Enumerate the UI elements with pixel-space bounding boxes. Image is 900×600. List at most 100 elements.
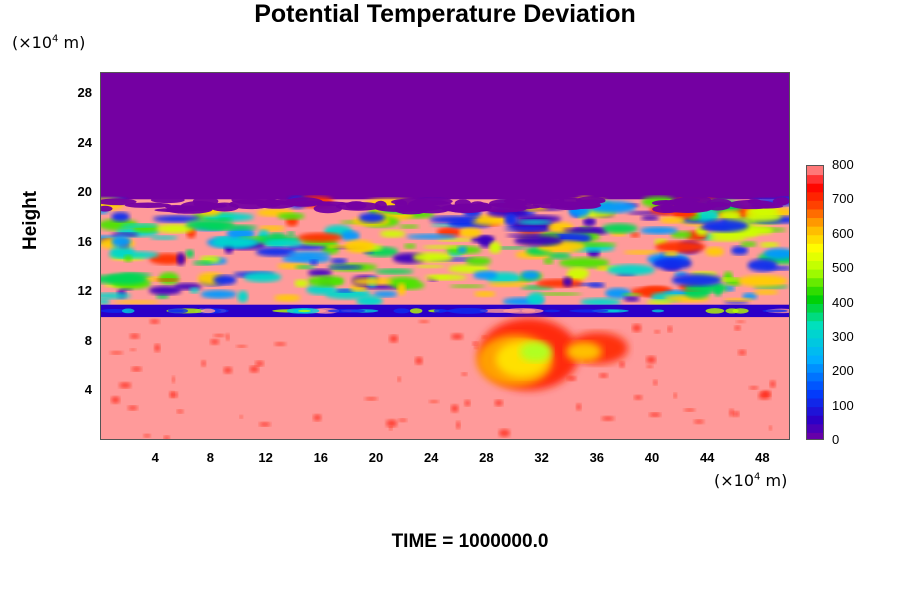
lower-speck (149, 319, 160, 324)
turbulence-blob (437, 238, 476, 242)
turbulence-blob (340, 230, 360, 241)
y-tick-label: 20 (77, 184, 92, 200)
turbulence-blob (255, 247, 297, 257)
turbulence-blob (415, 264, 446, 268)
lower-speck (749, 385, 759, 390)
x-tick-label: 28 (479, 450, 494, 465)
colorbar-band (807, 183, 823, 193)
band-blob (393, 308, 410, 314)
upper-boundary-blob (525, 196, 565, 205)
turbulence-blob (335, 288, 355, 293)
lower-speck (255, 360, 264, 367)
turbulence-blob (113, 300, 161, 304)
colorbar-band (807, 208, 823, 219)
turbulence-blob (149, 253, 187, 265)
turbulence-blob (101, 292, 132, 299)
turbulence-blob (646, 299, 673, 305)
colorbar-band (807, 286, 823, 296)
x-axis-unit: (×104 m) (714, 471, 787, 490)
colorbar-band (807, 372, 823, 382)
lower-speck (239, 415, 244, 419)
turbulence-blob (214, 236, 231, 241)
turbulence-blob (349, 284, 368, 292)
lower-speck (619, 361, 625, 368)
colorbar-band (807, 329, 823, 339)
turbulence-blob (621, 293, 642, 297)
upper-boundary-blob (200, 203, 227, 209)
turbulence-blob (397, 282, 407, 296)
turbulence-blob (663, 250, 679, 257)
upper-boundary-blob (480, 202, 528, 213)
colorbar-band (807, 251, 823, 262)
turbulence-blob (150, 235, 179, 240)
turbulence-blob (744, 212, 782, 222)
band-blob (651, 309, 665, 313)
turbulence-blob (298, 232, 343, 243)
lower-speck (733, 411, 740, 417)
upper-boundary-blob (150, 197, 185, 204)
colorbar-band (807, 346, 823, 356)
turbulence-blob (562, 227, 605, 233)
turbulence-blob (412, 252, 454, 263)
colorbar-band (807, 277, 823, 287)
lower-speck (386, 419, 398, 428)
colorbar-tick-label: 0 (832, 432, 840, 447)
colorbar-band (807, 406, 823, 416)
upper-boundary-blob (101, 198, 137, 206)
turbulence-blob (671, 274, 722, 287)
lower-speck (498, 429, 511, 437)
x-tick-label: 4 (151, 450, 159, 465)
turbulence-blob (514, 235, 563, 247)
lower-speck (667, 326, 673, 333)
turbulence-blob (176, 252, 186, 266)
lower-speck (210, 339, 220, 345)
x-tick-label: 12 (258, 450, 273, 465)
x-tick-label: 24 (423, 450, 439, 465)
turbulence-blob (106, 272, 148, 285)
turbulence-blob (158, 272, 180, 285)
turbulence-blob (639, 226, 679, 235)
chart-title: Potential Temperature Deviation (254, 0, 636, 28)
turbulence-blob (659, 216, 685, 224)
x-tick-label: 16 (313, 450, 329, 465)
turbulence-blob (124, 255, 133, 262)
turbulence-blob (356, 295, 383, 307)
colorbar-gradient (807, 166, 823, 439)
colorbar-band (807, 260, 823, 270)
lower-speck (576, 403, 582, 411)
turbulence-blob (309, 259, 319, 266)
band-blob (447, 307, 488, 314)
upper-boundary-blob (660, 203, 673, 212)
lower-speck (633, 395, 643, 400)
turbulence-blob (695, 209, 720, 222)
lower-speck (259, 422, 271, 427)
lower-speck (110, 351, 123, 355)
colorbar-tick-label: 600 (832, 225, 854, 241)
colorbar-band (807, 423, 823, 433)
turbulence-blob (470, 214, 508, 226)
lower-speck (429, 400, 439, 404)
lower-speck (171, 376, 175, 383)
band-blob (298, 309, 311, 313)
colorbar-tick-label: 100 (832, 397, 854, 413)
band-blob (121, 308, 135, 314)
turbulence-blob (189, 287, 200, 294)
turbulence-blob (295, 265, 316, 270)
turbulence-blob (504, 213, 518, 227)
upper-boundary-blob (445, 203, 487, 214)
turbulence-blob (237, 290, 249, 303)
turbulence-blob (200, 290, 237, 299)
lower-speck (673, 392, 677, 399)
turbulence-blob (185, 219, 235, 230)
turbulence-blob (386, 276, 420, 288)
band-blob (101, 308, 130, 313)
lower-speck (693, 419, 705, 424)
turbulence-blob (580, 298, 622, 307)
y-tick-label: 24 (77, 134, 92, 150)
turbulence-blob (489, 241, 502, 254)
upper-boundary-blob (772, 197, 789, 206)
turbulence-blob (737, 275, 788, 287)
lower-speck (455, 421, 461, 430)
lower-speck (313, 414, 322, 421)
turbulence-blob (429, 215, 478, 224)
